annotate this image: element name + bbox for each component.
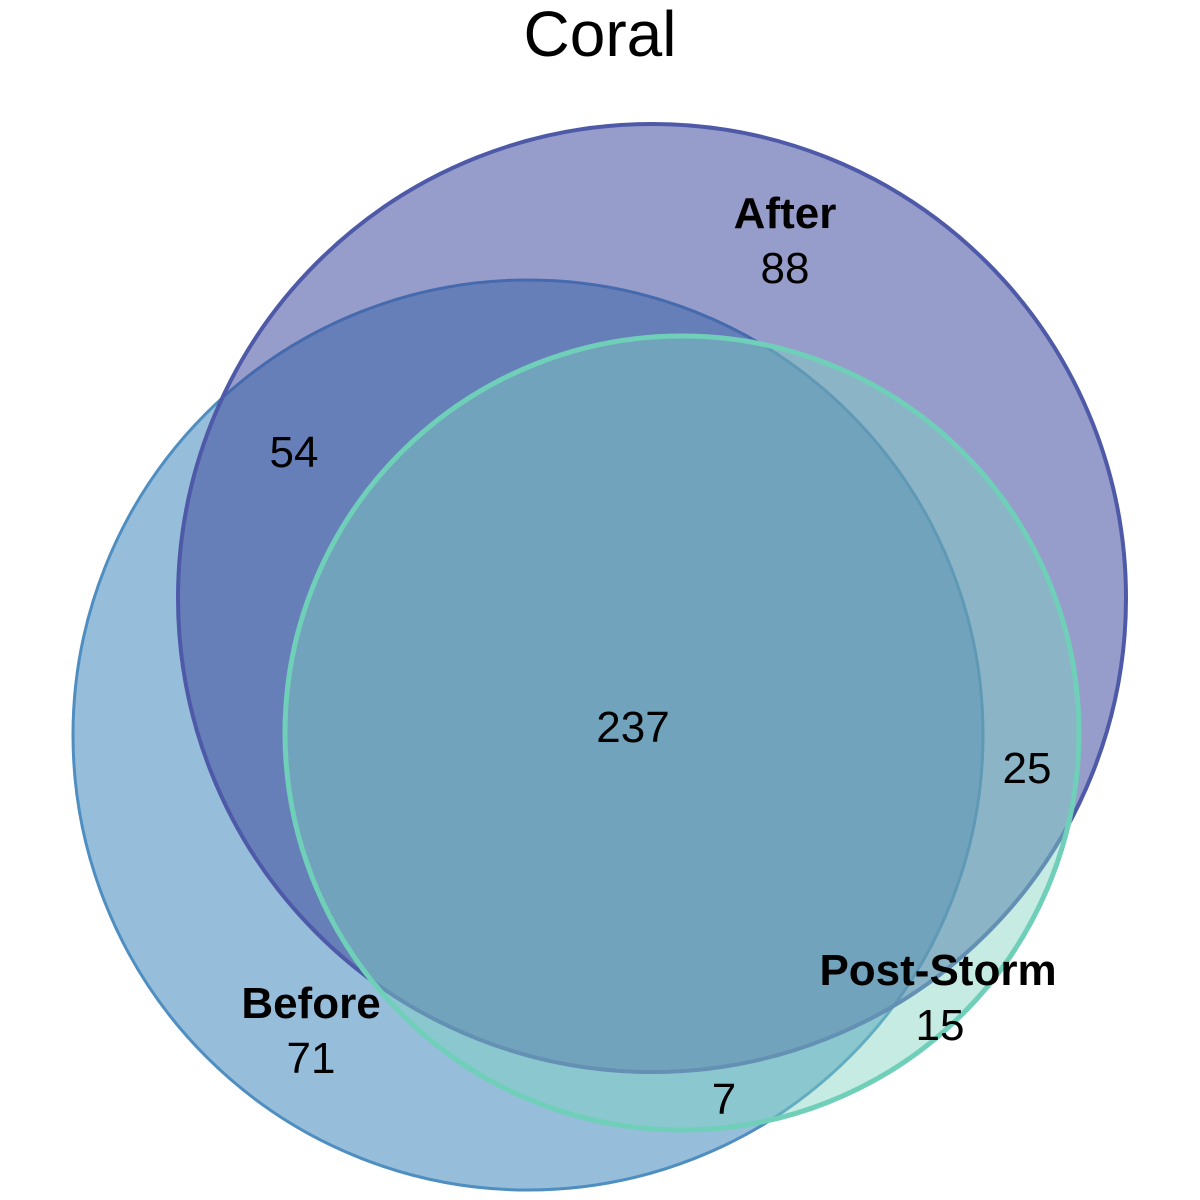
count-all-three: 237	[596, 703, 669, 752]
count-before-poststorm: 7	[712, 1075, 736, 1124]
set-label-post-storm: Post-Storm	[819, 946, 1056, 995]
count-before-after: 54	[270, 428, 319, 477]
set-circle-post-storm	[282, 333, 1082, 1133]
set-label-after: After	[734, 189, 837, 238]
set-circle-after	[176, 122, 1128, 1074]
count-before-only: 71	[287, 1034, 336, 1083]
count-poststorm-only: 15	[916, 1001, 965, 1050]
set-label-before: Before	[241, 979, 380, 1028]
chart-title: Coral	[524, 0, 677, 70]
count-after-poststorm: 25	[1003, 744, 1052, 793]
count-after-only: 88	[761, 244, 810, 293]
